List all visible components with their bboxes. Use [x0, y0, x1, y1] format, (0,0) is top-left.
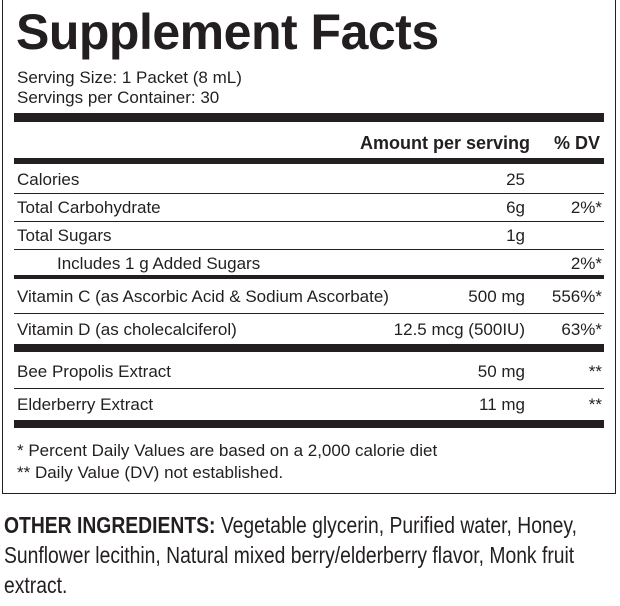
- daily-value: 556%*: [551, 287, 602, 306]
- other-ingredients-label: OTHER INGREDIENTS:: [4, 512, 216, 538]
- amount: 500 mg: [468, 287, 525, 306]
- rule: [14, 249, 604, 250]
- rule: [14, 221, 604, 222]
- rule: [14, 388, 604, 389]
- daily-value: 2%*: [570, 198, 602, 217]
- footnote: * Percent Daily Values are based on a 2,…: [17, 441, 438, 460]
- rule: [14, 275, 604, 279]
- daily-value: 63%*: [561, 320, 602, 339]
- amount: 12.5 mcg (500IU): [393, 320, 525, 339]
- other-ingredients-text: Vegetable glycerin, Purified water, Hone…: [4, 512, 578, 598]
- nutrient-name: Total Carbohydrate: [17, 198, 161, 217]
- servings-per-container: Servings per Container: 30: [17, 88, 220, 107]
- nutrient-name: Total Sugars: [17, 226, 112, 245]
- nutrient-name: Vitamin C (as Ascorbic Acid & Sodium Asc…: [17, 287, 389, 306]
- title: Supplement Facts: [16, 4, 439, 60]
- nutrient-name: Vitamin D (as cholecalciferol): [17, 320, 237, 339]
- amount: 6g: [506, 198, 525, 217]
- rule: [14, 420, 604, 428]
- rule: [14, 193, 604, 194]
- daily-value: **: [588, 362, 602, 381]
- nutrient-name: Elderberry Extract: [17, 395, 154, 414]
- amount: 1g: [506, 226, 525, 245]
- rule: [14, 344, 604, 352]
- amount-header: Amount per serving: [359, 133, 530, 153]
- amount: 25: [506, 170, 525, 189]
- serving-size: Serving Size: 1 Packet (8 mL): [17, 68, 242, 87]
- facts-box: [2, 0, 616, 494]
- nutrient-name: Bee Propolis Extract: [17, 362, 172, 381]
- amount: 11 mg: [479, 395, 525, 414]
- nutrient-name: Includes 1 g Added Sugars: [57, 254, 261, 273]
- dv-header: % DV: [553, 133, 600, 153]
- amount: 50 mg: [477, 362, 525, 381]
- daily-value: **: [588, 395, 602, 414]
- rule: [14, 313, 604, 314]
- nutrient-name: Calories: [17, 170, 80, 189]
- daily-value: 2%*: [570, 254, 602, 273]
- other-ingredients: OTHER INGREDIENTS: Vegetable glycerin, P…: [4, 510, 610, 600]
- thick-rule: [14, 113, 604, 122]
- footnote: ** Daily Value (DV) not established.: [17, 463, 284, 482]
- thick-rule: [14, 158, 604, 164]
